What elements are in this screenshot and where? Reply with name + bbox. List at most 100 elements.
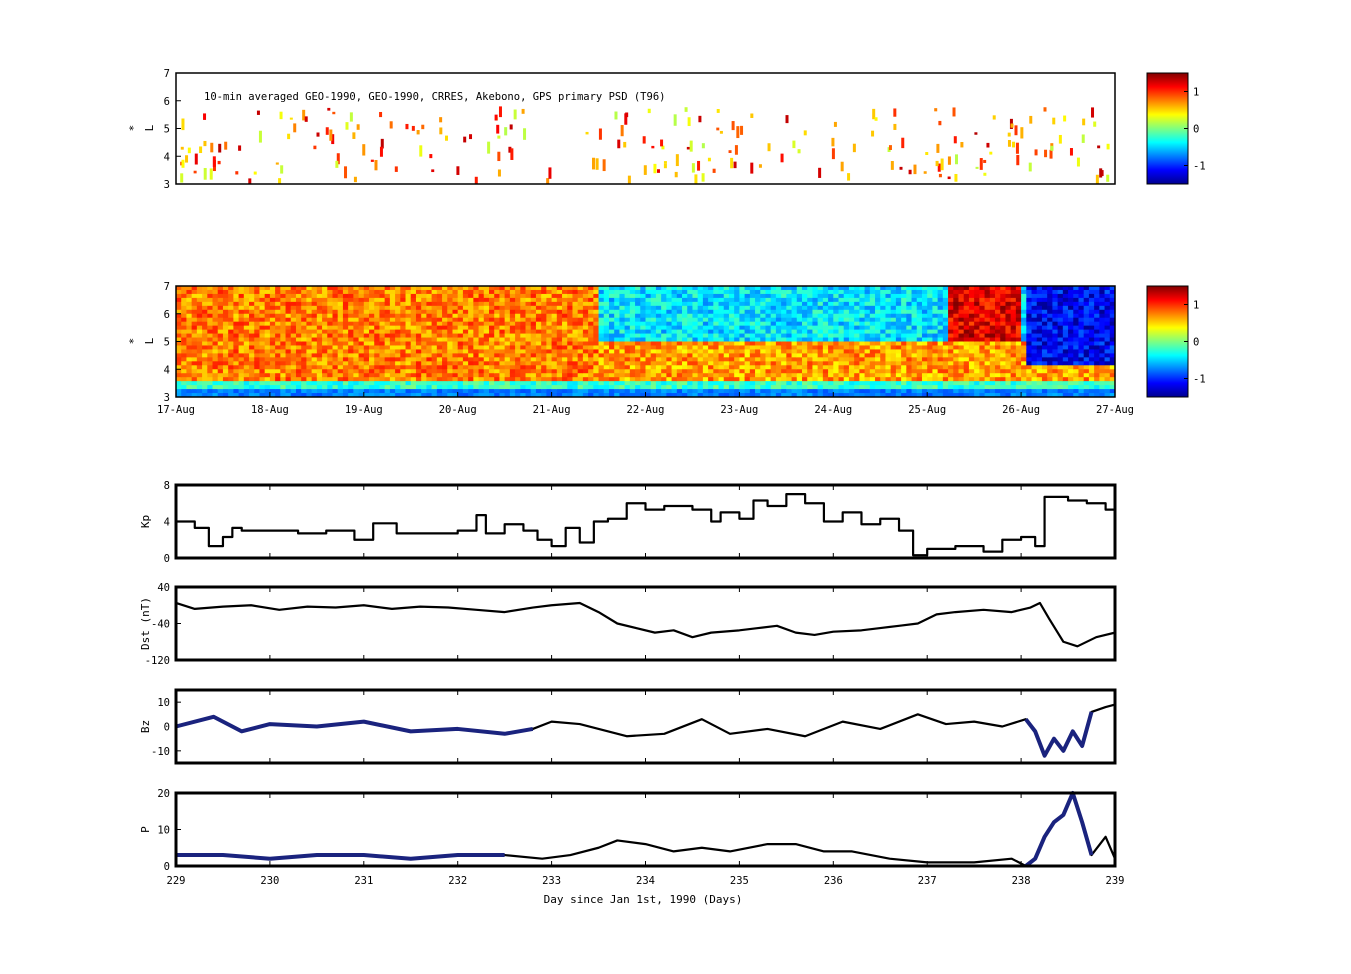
- heatmap-cell: [723, 357, 730, 362]
- heatmap-cell: [541, 337, 547, 343]
- heatmap-cell: [400, 305, 407, 311]
- heatmap-cell: [598, 313, 605, 319]
- heatmap-cell: [963, 313, 970, 319]
- heatmap-cell: [369, 361, 375, 366]
- heatmap-cell: [478, 325, 485, 331]
- heatmap-cell: [384, 357, 391, 362]
- heatmap-cell: [567, 317, 574, 323]
- heatmap-cell: [974, 313, 980, 319]
- heatmap-cell: [728, 305, 735, 311]
- heatmap-cell: [593, 313, 600, 319]
- heatmap-cell: [556, 377, 563, 382]
- heatmap-cell: [525, 365, 532, 370]
- heatmap-cell: [791, 365, 798, 370]
- heatmap-cell: [337, 333, 344, 339]
- heatmap-cell: [629, 317, 636, 323]
- heatmap-cell: [311, 353, 318, 358]
- heatmap-cell: [796, 333, 803, 339]
- heatmap-cell: [948, 293, 954, 299]
- heatmap-cell: [212, 345, 219, 351]
- heatmap-cell: [671, 361, 678, 366]
- heatmap-cell: [676, 373, 683, 378]
- heatmap-cell: [708, 349, 714, 354]
- heatmap-cell: [572, 317, 579, 323]
- heatmap-cell: [1005, 353, 1012, 358]
- heatmap-cell: [389, 313, 396, 319]
- heatmap-cell: [363, 286, 370, 291]
- heatmap-cell: [290, 349, 297, 354]
- heatmap-cell: [1036, 321, 1043, 327]
- psd-track-point: [1076, 157, 1080, 167]
- heatmap-cell: [259, 329, 266, 335]
- heatmap-cell: [337, 377, 344, 382]
- heatmap-cell: [775, 389, 782, 394]
- heatmap-cell: [421, 313, 427, 319]
- heatmap-cell: [1047, 353, 1053, 358]
- heatmap-cell: [984, 301, 991, 307]
- heatmap-cell: [1036, 337, 1043, 343]
- heatmap-cell: [426, 301, 433, 307]
- heatmap-cell: [285, 301, 292, 307]
- heatmap-cell: [702, 361, 709, 366]
- heatmap-cell: [254, 361, 261, 366]
- heatmap-cell: [739, 385, 746, 390]
- heatmap-cell: [280, 373, 287, 378]
- heatmap-cell: [520, 353, 527, 358]
- psd-track-point: [660, 139, 664, 147]
- heatmap-cell: [473, 297, 480, 303]
- heatmap-cell: [588, 365, 594, 370]
- heatmap-cell: [812, 345, 819, 351]
- heatmap-cell: [953, 381, 960, 386]
- heatmap-cell: [781, 301, 787, 307]
- heatmap-cell: [723, 317, 730, 323]
- heatmap-cell: [275, 353, 281, 358]
- heatmap-cell: [222, 289, 229, 295]
- heatmap-cell: [504, 353, 511, 358]
- heatmap-cell: [546, 381, 553, 386]
- heatmap-cell: [614, 293, 621, 299]
- heatmap-cell: [890, 329, 897, 335]
- heatmap-cell: [191, 301, 198, 307]
- heatmap-cell: [181, 337, 188, 343]
- heatmap-cell: [895, 293, 902, 299]
- heatmap-cell: [728, 373, 735, 378]
- heatmap-cell: [619, 361, 626, 366]
- heatmap-cell: [875, 337, 881, 343]
- heatmap-cell: [942, 337, 949, 343]
- heatmap-cell: [1015, 309, 1022, 315]
- heatmap-cell: [295, 385, 302, 390]
- heatmap-cell: [322, 393, 328, 397]
- heatmap-cell: [264, 333, 271, 339]
- heatmap-cell: [202, 385, 208, 390]
- heatmap-cell: [614, 305, 621, 311]
- heatmap-cell: [238, 321, 245, 327]
- heatmap-cell: [666, 329, 673, 335]
- heatmap-cell: [176, 373, 182, 378]
- heatmap-cell: [765, 377, 772, 382]
- heatmap-cell: [384, 365, 391, 370]
- heatmap-cell: [316, 373, 323, 378]
- heatmap-cell: [494, 353, 501, 358]
- heatmap-cell: [723, 345, 730, 351]
- heatmap-cell: [588, 305, 594, 311]
- heatmap-cell: [1052, 393, 1059, 397]
- heatmap-cell: [280, 305, 287, 311]
- heatmap-cell: [911, 341, 918, 347]
- heatmap-cell: [911, 353, 918, 358]
- heatmap-cell: [1021, 313, 1027, 319]
- heatmap-cell: [238, 365, 245, 370]
- heatmap-cell: [181, 286, 188, 291]
- heatmap-cell: [515, 385, 521, 390]
- heatmap-cell: [671, 365, 678, 370]
- heatmap-cell: [697, 349, 704, 354]
- heatmap-cell: [186, 341, 193, 347]
- heatmap-cell: [1000, 393, 1007, 397]
- heatmap-cell: [405, 357, 412, 362]
- heatmap-cell: [421, 365, 427, 370]
- heatmap-cell: [958, 381, 965, 386]
- heatmap-cell: [442, 373, 448, 378]
- heatmap-cell: [708, 325, 714, 331]
- heatmap-cell: [1021, 297, 1027, 303]
- heatmap-cell: [504, 345, 511, 351]
- heatmap-cell: [567, 377, 574, 382]
